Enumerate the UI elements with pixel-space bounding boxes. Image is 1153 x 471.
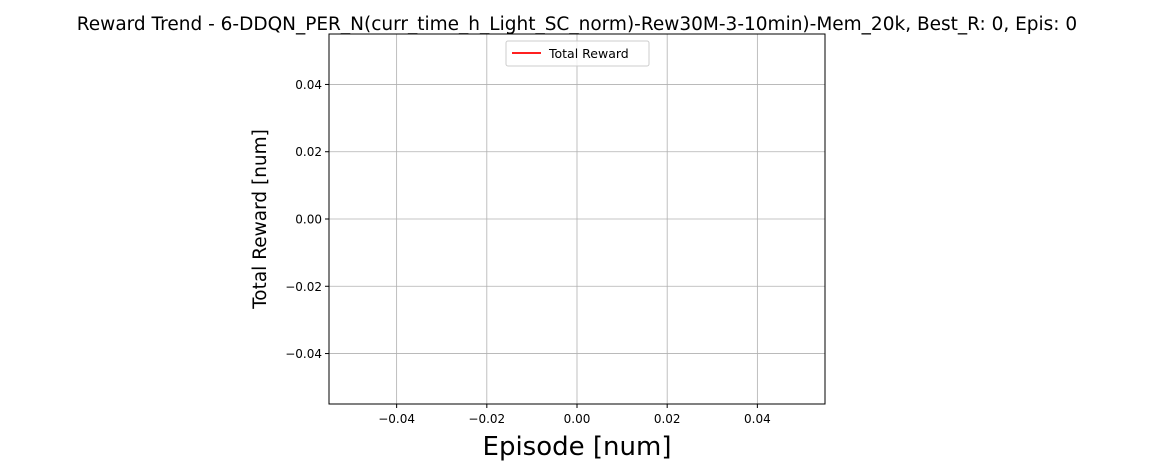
x-tick-label: −0.04 xyxy=(378,412,415,426)
y-tick-label: −0.04 xyxy=(285,347,322,361)
chart-title: Reward Trend - 6-DDQN_PER_N(curr_time_h_… xyxy=(77,14,1077,35)
y-tick-label: −0.02 xyxy=(285,280,322,294)
x-tick-label: −0.02 xyxy=(468,412,505,426)
y-axis-label: Total Reward [num] xyxy=(250,129,271,310)
legend-label-total-reward: Total Reward xyxy=(548,46,629,61)
x-tick-label: 0.00 xyxy=(564,412,591,426)
x-tick-label: 0.02 xyxy=(654,412,681,426)
y-tick-label: 0.04 xyxy=(295,78,322,92)
y-axis-ticks: −0.04 −0.02 0.00 0.02 0.04 xyxy=(285,78,329,361)
y-tick-label: 0.02 xyxy=(295,145,322,159)
legend: Total Reward xyxy=(505,40,650,67)
legend-box xyxy=(505,40,650,67)
x-tick-label: 0.04 xyxy=(744,412,771,426)
y-tick-label: 0.00 xyxy=(295,213,322,227)
grid-lines xyxy=(329,34,825,404)
x-axis-label: Episode [num] xyxy=(483,432,672,462)
x-axis-ticks: −0.04 −0.02 0.00 0.02 0.04 xyxy=(378,404,771,426)
